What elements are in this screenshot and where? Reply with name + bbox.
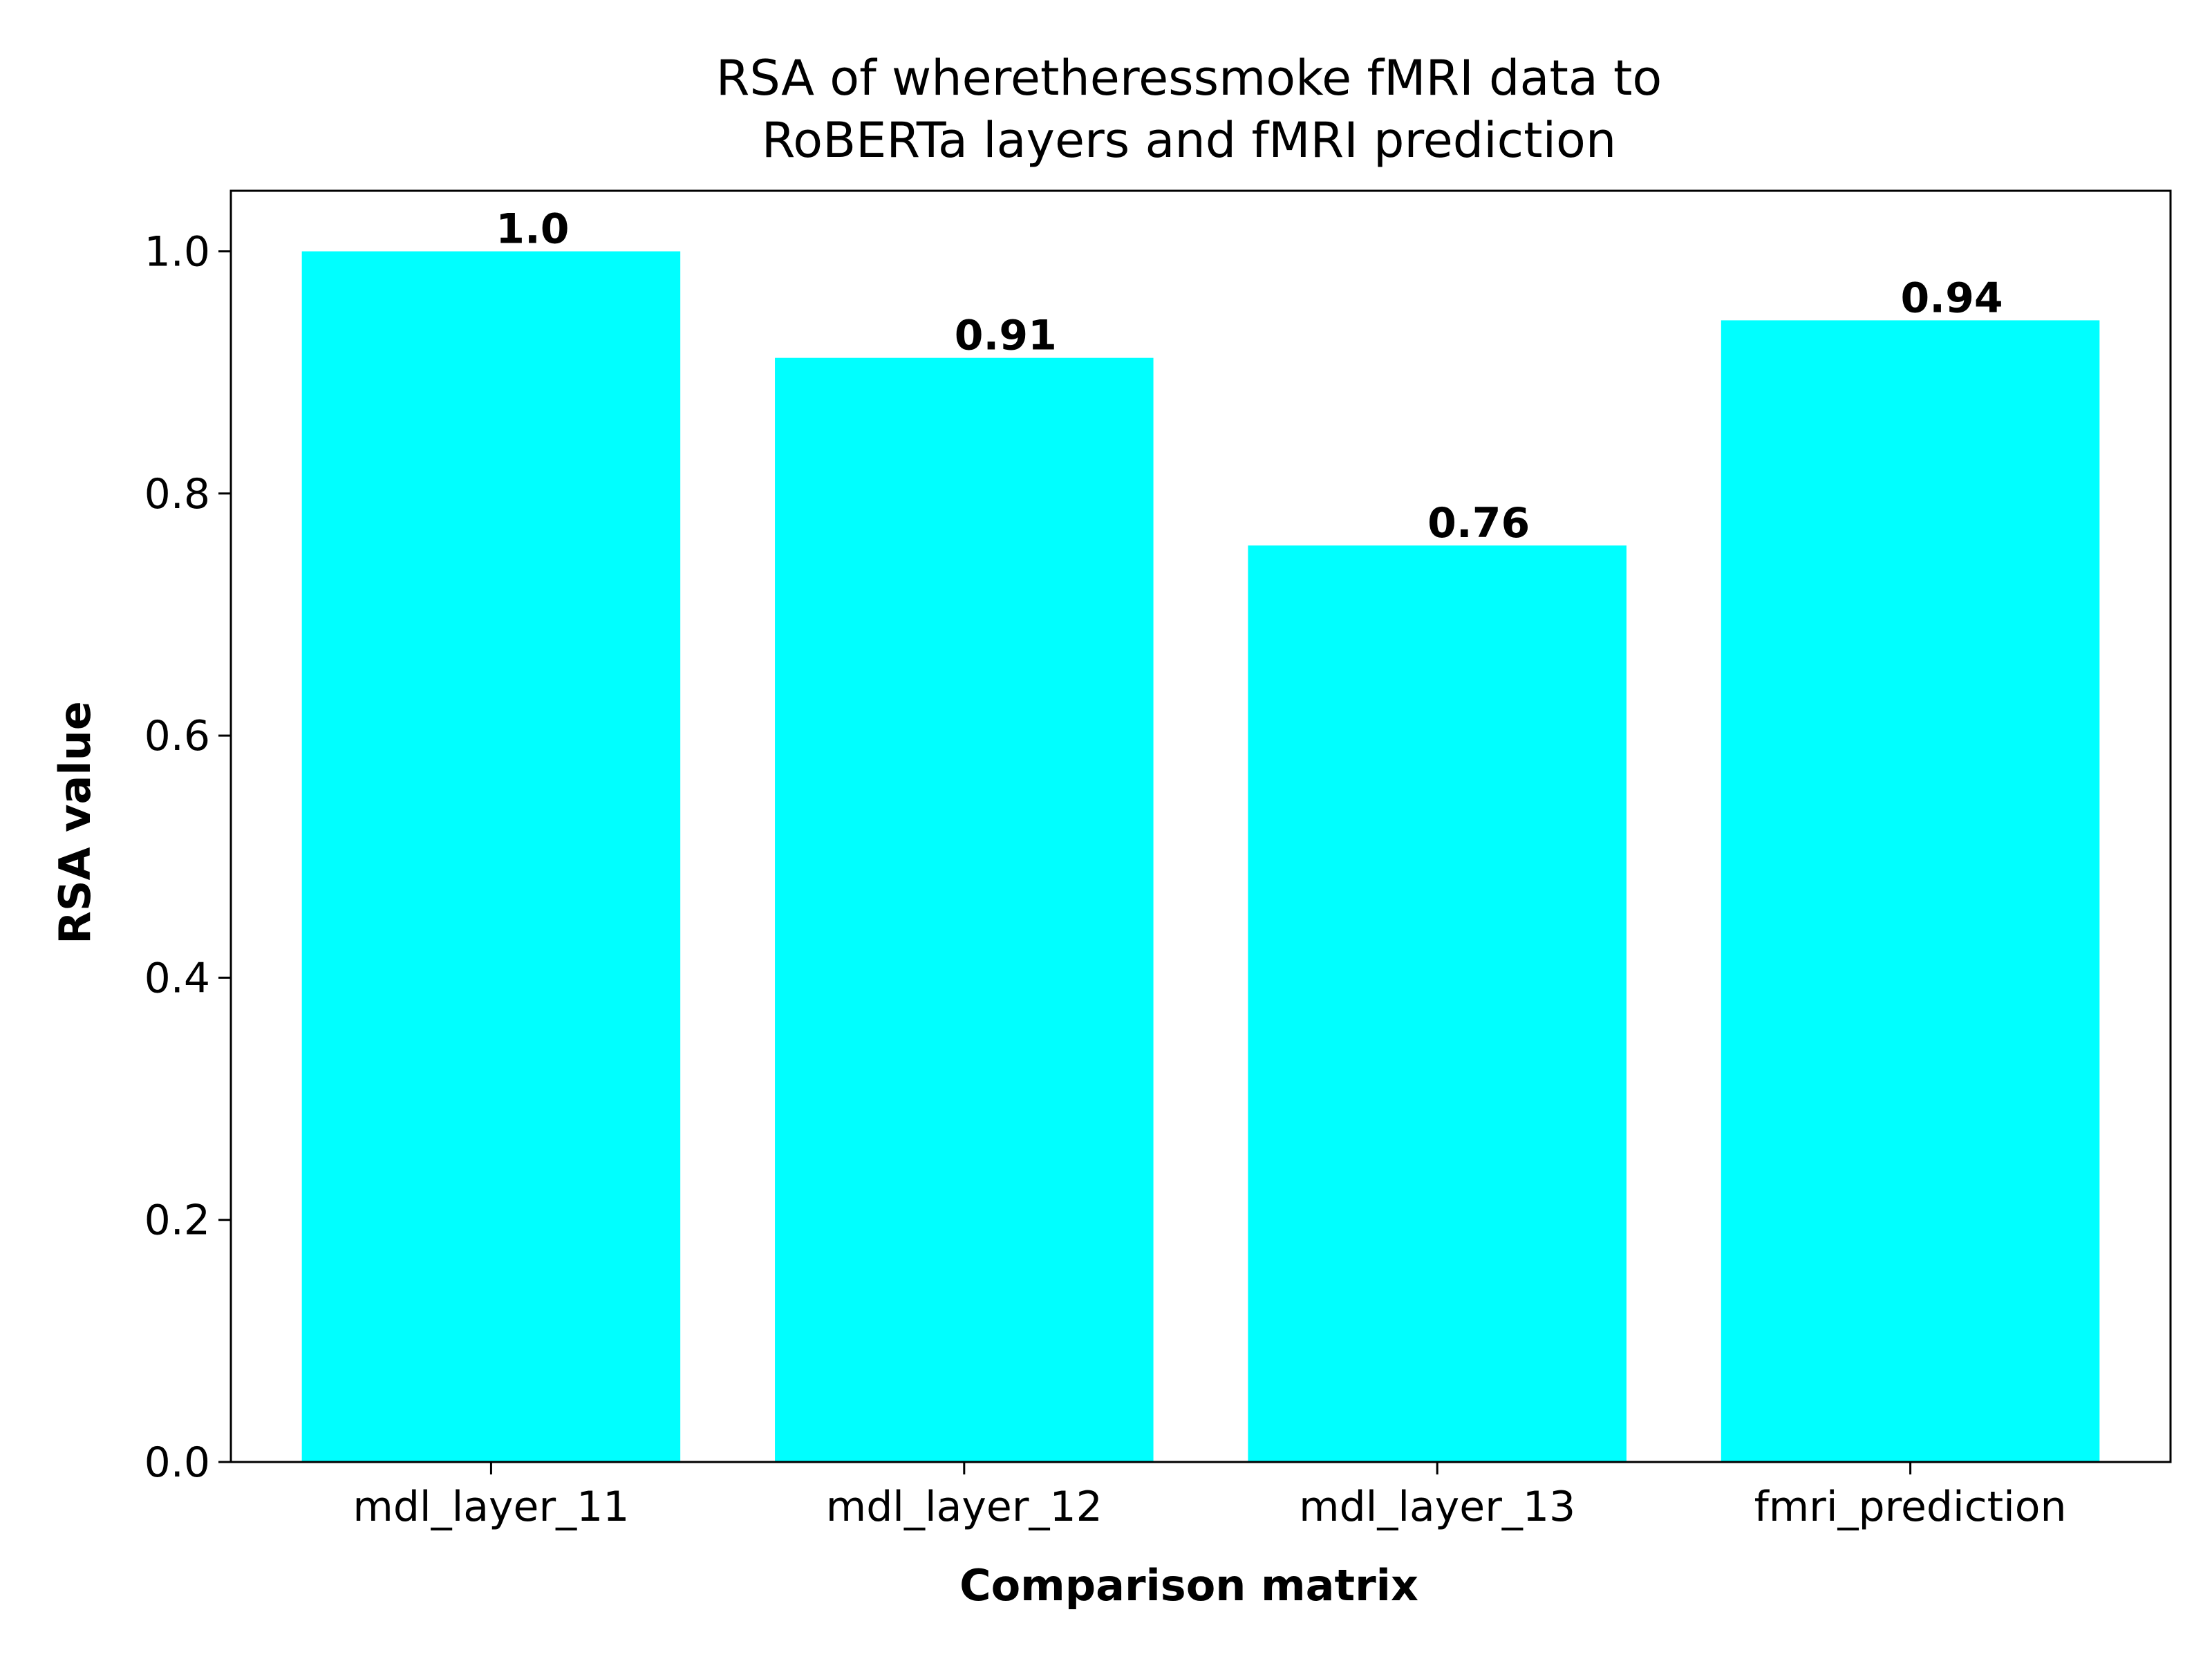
y-tick-label-1.0: 1.0: [144, 228, 210, 276]
data-label-mdl_layer_13: 0.76: [1427, 499, 1530, 547]
data-label-mdl_layer_12: 0.91: [955, 312, 1057, 360]
y-tick-label-0.4: 0.4: [144, 954, 210, 1002]
x-tick-label-mdl_layer_12: mdl_layer_12: [826, 1483, 1103, 1531]
y-tick-label-0.0: 0.0: [144, 1438, 210, 1487]
x-tick-label-mdl_layer_11: mdl_layer_11: [353, 1483, 629, 1531]
y-tick-label-0.6: 0.6: [144, 712, 210, 760]
x-axis: mdl_layer_11 mdl_layer_12 mdl_layer_13 fmri…: [353, 1462, 2067, 1531]
x-tick-label-mdl_layer_13: mdl_layer_13: [1299, 1483, 1575, 1531]
data-label-mdl_layer_11: 1.0: [496, 205, 569, 254]
x-axis-label: Comparison matrix: [959, 1560, 1418, 1611]
data-labels: 1.0 0.91 0.76 0.94: [496, 205, 2003, 548]
bar-mdl_layer_12: [775, 357, 1154, 1462]
chart-title-line-1: RSA of wheretheressmoke fMRI data to: [716, 50, 1662, 106]
x-tick-label-fmri_prediction: fmri_prediction: [1754, 1483, 2067, 1531]
y-axis-label: RSA value: [50, 701, 100, 944]
bars: [301, 251, 2100, 1463]
bar-mdl_layer_11: [301, 251, 681, 1463]
y-tick-label-0.2: 0.2: [144, 1197, 210, 1245]
y-axis: 0.0 0.2 0.4 0.6 0.8 1.0: [144, 228, 231, 1487]
bar-mdl_layer_13: [1248, 545, 1627, 1462]
data-label-fmri_prediction: 0.94: [1901, 274, 2003, 322]
bar-fmri_prediction: [1721, 320, 2100, 1463]
chart-title-line-2: RoBERTa layers and fMRI prediction: [762, 112, 1616, 169]
y-tick-label-0.8: 0.8: [144, 470, 210, 518]
chart-title: RSA of wheretheressmoke fMRI data to RoB…: [716, 50, 1662, 169]
plot-area-frame: [229, 189, 2172, 1463]
